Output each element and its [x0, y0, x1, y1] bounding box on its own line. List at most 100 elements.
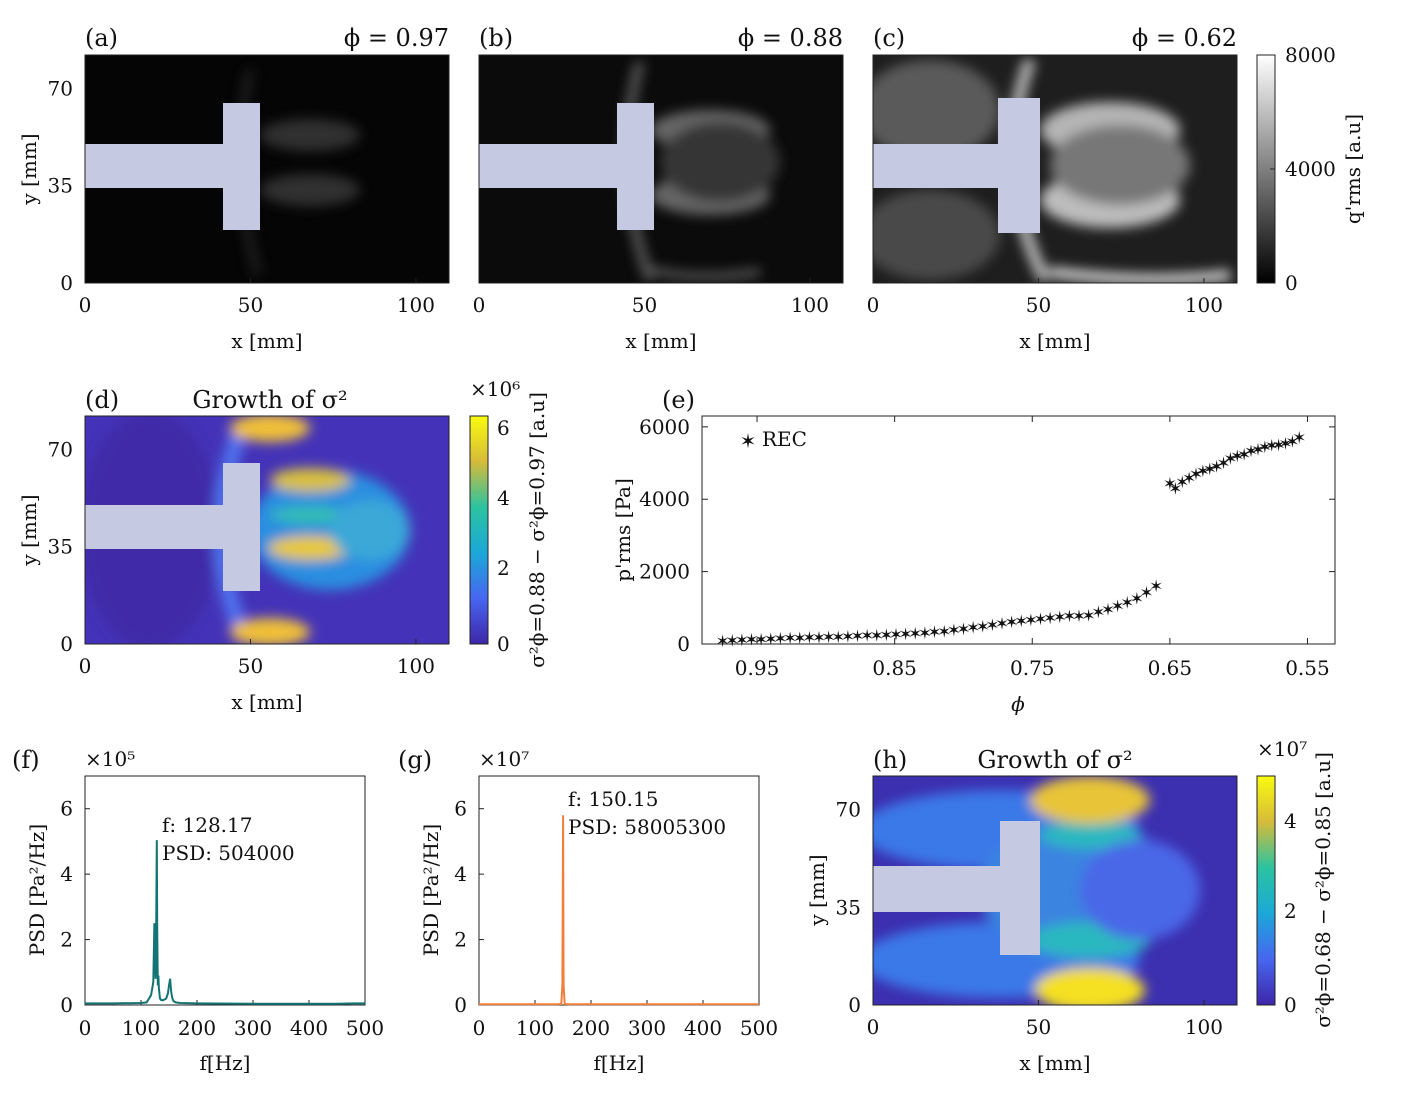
psd-y-tick-label: 0	[454, 993, 467, 1017]
panel-label-g: (g)	[398, 746, 432, 774]
colorbar-exp-d: ×10⁶	[470, 377, 520, 401]
rec-point: ✶	[1024, 611, 1038, 631]
rec-point: ✶	[899, 625, 913, 645]
ylabel-e: p'rms [Pa]	[611, 478, 635, 582]
rec-point: ✶	[821, 628, 835, 648]
y-tick-label: 35	[836, 895, 861, 919]
panel-c	[872, 54, 1238, 284]
e-x-tick-label: 0.95	[735, 656, 780, 680]
rec-point: ✶	[1182, 469, 1196, 489]
x-tick-label: 100	[397, 654, 435, 678]
rec-point: ✶	[976, 617, 990, 637]
x-tick-label: 100	[791, 293, 829, 317]
xlabel-c: x [mm]	[1019, 329, 1090, 353]
rec-point: ✶	[985, 616, 999, 636]
rec-point: ✶	[744, 631, 758, 651]
rec-point: ✶	[1139, 584, 1153, 604]
rec-point: ✶	[1091, 603, 1105, 623]
annotation-g-freq: f: 150.15	[568, 787, 658, 811]
psd-x-tick-label: 100	[122, 1016, 160, 1040]
psd-y-tick-label: 4	[60, 862, 73, 886]
rec-point: ✶	[1168, 479, 1182, 499]
psd-x-tick-label: 200	[572, 1016, 610, 1040]
cb-h-tick: 4	[1284, 809, 1297, 833]
xlabel-g: f[Hz]	[594, 1051, 645, 1075]
panel-h	[872, 775, 1238, 1006]
title-d: Growth of σ²	[192, 386, 347, 414]
x-tick-label: 0	[79, 654, 92, 678]
e-x-tick-label: 0.75	[1010, 656, 1055, 680]
rec-point: ✶	[947, 621, 961, 641]
phi-label-b: ϕ = 0.88	[738, 24, 843, 52]
rec-point: ✶	[879, 626, 893, 646]
rec-point: ✶	[1203, 460, 1217, 480]
y-tick-label: 70	[836, 798, 861, 822]
rec-point: ✶	[1278, 435, 1292, 455]
rec-point: ✶	[754, 630, 768, 650]
y-tick-label: 35	[48, 535, 73, 559]
colorbar-h	[1256, 775, 1276, 1006]
cb-d-tick: 6	[497, 416, 510, 440]
rec-point: ✶	[1072, 607, 1086, 627]
e-x-tick-label: 0.65	[1148, 656, 1193, 680]
psd-x-tick-label: 200	[178, 1016, 216, 1040]
ylabel-d: y [mm]	[17, 494, 41, 566]
x-tick-label: 100	[1185, 293, 1223, 317]
rec-point: ✶	[1244, 442, 1258, 462]
rec-point: ✶	[1271, 436, 1285, 456]
x-tick-label: 50	[238, 654, 263, 678]
psd-x-tick-label: 500	[740, 1016, 778, 1040]
x-tick-label: 0	[867, 293, 880, 317]
rec-point: ✶	[918, 624, 932, 644]
colorbar-label-c: q'rms [a.u]	[1341, 114, 1365, 224]
psd-y-tick-label: 2	[454, 928, 467, 952]
rec-point: ✶	[1043, 609, 1057, 629]
annotation-f-freq: f: 128.17	[162, 813, 252, 837]
f-psd-line	[85, 840, 365, 1005]
psd-y-tick-label: 6	[60, 797, 73, 821]
rec-point: ✶	[1251, 440, 1265, 460]
colorbar-d	[469, 415, 489, 645]
psd-y-tick-label: 6	[454, 797, 467, 821]
e-x-tick-label: 0.55	[1285, 656, 1330, 680]
ylabel-f: PSD [Pa²/Hz]	[25, 824, 49, 956]
psd-x-tick-label: 100	[516, 1016, 554, 1040]
rec-point: ✶	[860, 627, 874, 647]
rec-point: ✶	[841, 627, 855, 647]
y-tick-label: 0	[848, 993, 861, 1017]
rec-point: ✶	[1004, 613, 1018, 633]
y-tick-label: 0	[60, 632, 73, 656]
cb-d-tick: 4	[497, 486, 510, 510]
panel-f: 0 100 200 300 400 500 6 4 2 0	[60, 775, 384, 1040]
rec-point: ✶	[1189, 465, 1203, 485]
annotation-g-psd: PSD: 58005300	[568, 815, 726, 839]
rec-point: ✶	[725, 631, 739, 651]
x-tick-label: 100	[397, 293, 435, 317]
psd-y-tick-label: 0	[60, 993, 73, 1017]
cb-gray-tick: 4000	[1285, 157, 1336, 181]
rec-point: ✶	[1101, 600, 1115, 620]
rec-point: ✶	[927, 623, 941, 643]
rec-point: ✶	[716, 632, 730, 652]
cb-gray-tick: 8000	[1285, 43, 1336, 67]
rec-point: ✶	[1149, 577, 1163, 597]
heatmap-a	[85, 55, 449, 283]
x-tick-label: 50	[238, 293, 263, 317]
e-y-tick-label: 6000	[639, 415, 690, 439]
panel-label-d: (d)	[85, 386, 119, 414]
rec-point: ✶	[870, 626, 884, 646]
psd-x-tick-label: 400	[290, 1016, 328, 1040]
rec-point: ✶	[850, 627, 864, 647]
rec-point: ✶	[966, 619, 980, 639]
psd-x-tick-label: 400	[684, 1016, 722, 1040]
psd-x-tick-label: 500	[346, 1016, 384, 1040]
panel-a	[84, 54, 450, 284]
phi-label-a: ϕ = 0.97	[344, 24, 449, 52]
rec-point: ✶	[1216, 454, 1230, 474]
rec-point: ✶	[1285, 432, 1299, 452]
rec-point: ✶	[1265, 437, 1279, 457]
rec-point: ✶	[1014, 612, 1028, 632]
panel-label-f: (f)	[12, 746, 40, 774]
psd-x-tick-label: 300	[234, 1016, 272, 1040]
